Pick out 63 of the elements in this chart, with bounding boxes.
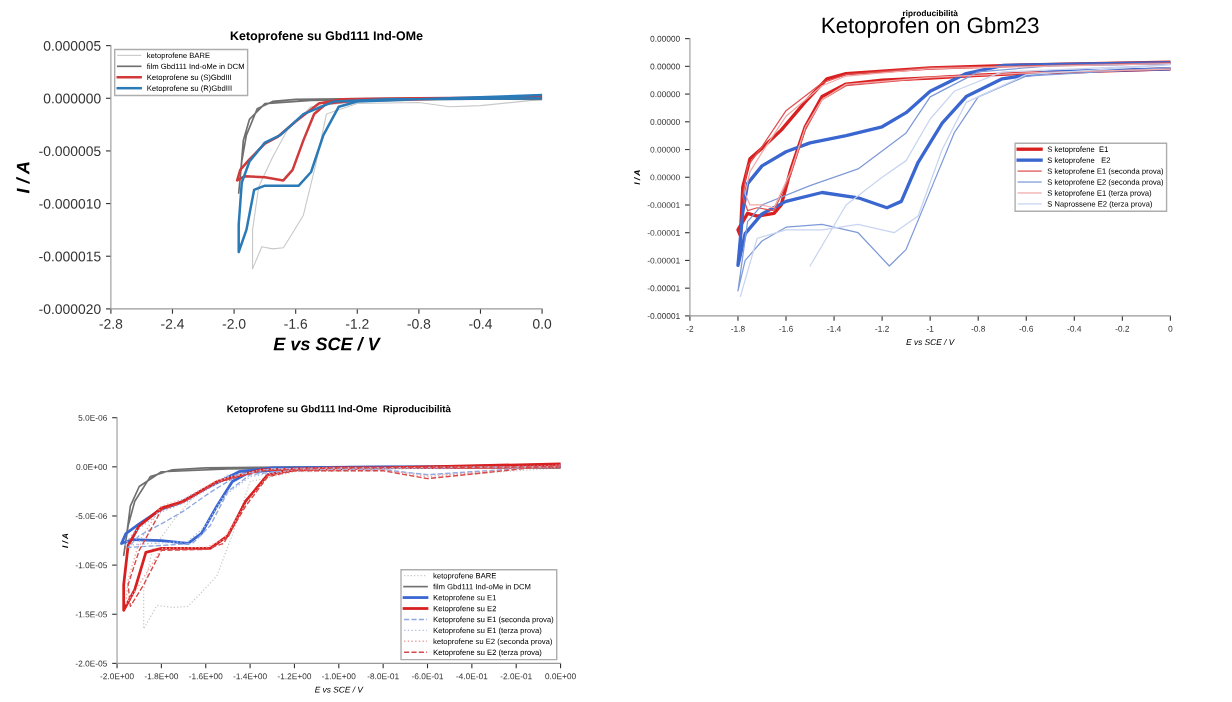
y-tick-label: 0.00000 — [650, 35, 680, 42]
y-tick-label: -0.00001 — [647, 313, 680, 319]
x-tick-label: -6.0E-01 — [411, 673, 444, 680]
x-tick-label: -2.0E-01 — [500, 673, 532, 680]
y-tick-label: -1.0E-05 — [75, 562, 107, 569]
chart-title: Ketoprofen on Gbm23 — [822, 16, 1039, 38]
x-tick-label: -1.4E+00 — [233, 673, 267, 680]
y-tick-label: 0.00000 — [650, 63, 680, 70]
x-tick-label: -1 — [926, 325, 934, 332]
chart-subtitle: riproducibilità — [902, 9, 958, 18]
x-tick-label: -2.0E+00 — [100, 673, 134, 680]
x-tick-label: -1.6 — [284, 318, 308, 329]
x-tick-label: -2.4 — [161, 318, 185, 329]
x-tick-label: -0.4 — [469, 318, 493, 329]
chart-title: Ketoprofene su Gbd111 Ind-OMe — [230, 31, 423, 43]
x-tick-label: 0.0 — [532, 318, 552, 329]
x-tick-label: -8.0E-01 — [367, 673, 399, 680]
y-axis-title: I / A — [16, 162, 30, 194]
y-tick-label: 0.00000 — [650, 174, 680, 181]
y-tick-label: -1.5E-05 — [75, 611, 107, 618]
x-tick-label: 0.0E+00 — [545, 673, 576, 680]
x-axis-title: E vs SCE / V — [314, 686, 364, 693]
x-tick-label: -0.8 — [971, 325, 986, 332]
x-tick-label: -2 — [686, 325, 694, 332]
x-tick-label: -1.6 — [779, 325, 793, 332]
y-tick-label: 0.000000 — [43, 93, 101, 104]
y-tick-label: -0.00001 — [647, 202, 680, 209]
x-tick-label: -1.4 — [827, 325, 841, 332]
x-tick-label: 0 — [1168, 325, 1173, 332]
y-axis-title: I / A — [62, 533, 69, 548]
x-tick-label: -2.8 — [99, 318, 123, 329]
x-tick-label: -2.0 — [222, 318, 246, 329]
x-tick-label: -0.8 — [407, 318, 431, 329]
x-tick-label: -4.0E-01 — [456, 673, 488, 680]
y-tick-label: -0.000005 — [39, 146, 101, 157]
x-tick-label: -0.2 — [1115, 325, 1130, 332]
x-axis-title: E vs SCE / V — [273, 337, 381, 351]
y-tick-label: 0.00000 — [650, 91, 680, 98]
x-tick-label: -1.2E+00 — [277, 673, 312, 680]
y-tick-label: -0.00001 — [647, 229, 680, 236]
x-tick-label: -1.8 — [731, 325, 745, 332]
x-tick-label: -1.2 — [345, 318, 369, 329]
x-tick-label: -1.8E+00 — [144, 673, 179, 680]
y-tick-label: -0.000015 — [39, 251, 101, 262]
y-tick-label: -0.000020 — [39, 304, 101, 315]
y-tick-label: 0.000005 — [43, 40, 101, 51]
y-tick-label: -0.00001 — [647, 285, 680, 292]
y-tick-label: 0.0E+00 — [76, 464, 107, 470]
y-tick-label: -5.0E-06 — [75, 513, 107, 520]
y-tick-label: 5.0E-06 — [78, 414, 107, 421]
chart-title: Ketoprofene su Gbd111 Ind-Ome Riproducibilità — [227, 405, 451, 415]
y-tick-label: 0.00000 — [650, 119, 680, 125]
y-tick-label: -2.0E-05 — [75, 660, 107, 667]
y-tick-label: -0.000010 — [39, 198, 101, 209]
x-tick-label: -0.4 — [1067, 325, 1082, 332]
x-tick-label: -1.6E+00 — [189, 673, 223, 680]
y-tick-label: 0.00000 — [650, 146, 680, 153]
x-tick-label: -1.2 — [875, 325, 889, 332]
x-tick-label: -1.0E+00 — [322, 673, 356, 680]
y-tick-label: -0.00001 — [647, 257, 680, 264]
x-axis-title: E vs SCE / V — [906, 338, 955, 346]
x-tick-label: -0.6 — [1019, 325, 1034, 332]
y-axis-title: I / A — [633, 170, 641, 185]
